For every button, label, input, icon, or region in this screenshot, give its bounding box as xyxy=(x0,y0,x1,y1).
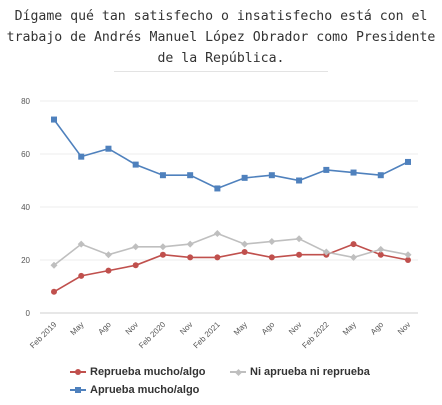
point-s1-3 xyxy=(132,161,139,168)
point-s0-3 xyxy=(132,262,139,269)
point-s0-2 xyxy=(105,267,112,274)
point-s2-5 xyxy=(186,240,194,248)
point-s1-0 xyxy=(51,116,57,123)
x-tick-label-8: Ago xyxy=(260,320,277,337)
legend-item-aprueba: Aprueba mucho/algo xyxy=(70,384,199,396)
legend-item-reprueba: Reprueba mucho/algo xyxy=(70,366,206,378)
point-s0-8 xyxy=(268,254,275,261)
x-tick-label-1: May xyxy=(69,320,86,337)
legend-label-reprueba: Reprueba mucho/algo xyxy=(90,366,206,378)
series-line-0 xyxy=(53,243,409,293)
point-s2-6 xyxy=(213,230,221,237)
x-tick-label-11: May xyxy=(341,320,358,337)
y-tick-label-60: 60 xyxy=(21,150,30,159)
point-s2-4 xyxy=(159,243,167,251)
legend-swatch-ni xyxy=(230,367,246,377)
point-s1-4 xyxy=(159,172,166,179)
point-s2-1 xyxy=(77,240,85,248)
point-s2-2 xyxy=(104,251,112,259)
point-s2-0 xyxy=(50,261,58,269)
x-tick-label-9: Nov xyxy=(287,320,303,336)
point-s0-1 xyxy=(78,272,85,279)
x-tick-label-6: Feb 2021 xyxy=(192,320,223,351)
legend-label-ni: Ni aprueba ni reprueba xyxy=(250,366,370,378)
chart-title-line-1: Dígame qué tan satisfecho o insatisfecho… xyxy=(14,9,428,24)
chart-title: Dígame qué tan satisfecho o insatisfecho… xyxy=(0,6,442,69)
point-s1-12 xyxy=(377,172,384,179)
point-s0-13 xyxy=(405,257,411,263)
chart-title-line-2: trabajo de Andrés Manuel López Obrador c… xyxy=(6,30,436,45)
point-s0-5 xyxy=(187,254,194,261)
point-s2-12 xyxy=(377,245,385,253)
x-tick-label-7: May xyxy=(232,320,249,337)
point-s0-0 xyxy=(51,288,57,295)
point-s2-13 xyxy=(404,251,412,259)
x-tick-label-0: Feb 2019 xyxy=(28,320,59,351)
x-tick-label-2: Ago xyxy=(96,320,113,337)
series-line-1 xyxy=(53,119,409,190)
point-s1-9 xyxy=(296,177,303,184)
x-tick-label-12: Ago xyxy=(369,320,386,337)
y-tick-label-80: 80 xyxy=(21,97,30,106)
y-tick-label-40: 40 xyxy=(21,203,30,212)
legend-swatch-reprueba xyxy=(70,367,86,377)
point-s0-9 xyxy=(296,251,303,258)
y-tick-label-0: 0 xyxy=(26,309,31,318)
x-tick-label-13: Nov xyxy=(396,320,412,336)
x-tick-label-10: Feb 2022 xyxy=(300,320,331,351)
point-s2-7 xyxy=(241,240,249,248)
point-s0-6 xyxy=(214,254,221,261)
x-tick-label-3: Nov xyxy=(124,320,140,336)
point-s1-8 xyxy=(268,172,275,179)
point-s0-11 xyxy=(350,241,357,248)
legend-item-ni: Ni aprueba ni reprueba xyxy=(230,366,370,378)
point-s1-6 xyxy=(214,185,221,192)
y-tick-label-20: 20 xyxy=(21,256,30,265)
point-s1-7 xyxy=(241,174,248,181)
point-s1-13 xyxy=(405,158,411,165)
point-s0-7 xyxy=(241,249,248,256)
point-s1-2 xyxy=(105,145,112,152)
legend-label-aprueba: Aprueba mucho/algo xyxy=(90,384,200,396)
series-line-2 xyxy=(53,232,409,266)
point-s1-1 xyxy=(78,153,85,160)
legend-swatch-aprueba xyxy=(70,385,86,395)
point-s2-8 xyxy=(268,237,276,245)
point-s2-9 xyxy=(295,235,303,243)
point-s1-5 xyxy=(187,172,194,179)
x-tick-label-4: Feb 2020 xyxy=(137,320,168,351)
point-s2-3 xyxy=(132,243,140,251)
chart-title-line-3: de la República. xyxy=(157,51,285,66)
title-divider xyxy=(114,71,328,72)
point-s1-11 xyxy=(350,169,357,176)
point-s0-4 xyxy=(159,251,166,258)
point-s2-11 xyxy=(350,253,358,261)
point-s0-12 xyxy=(377,251,384,258)
point-s1-10 xyxy=(323,166,330,173)
x-tick-label-5: Nov xyxy=(178,320,194,336)
point-s2-10 xyxy=(322,248,330,256)
